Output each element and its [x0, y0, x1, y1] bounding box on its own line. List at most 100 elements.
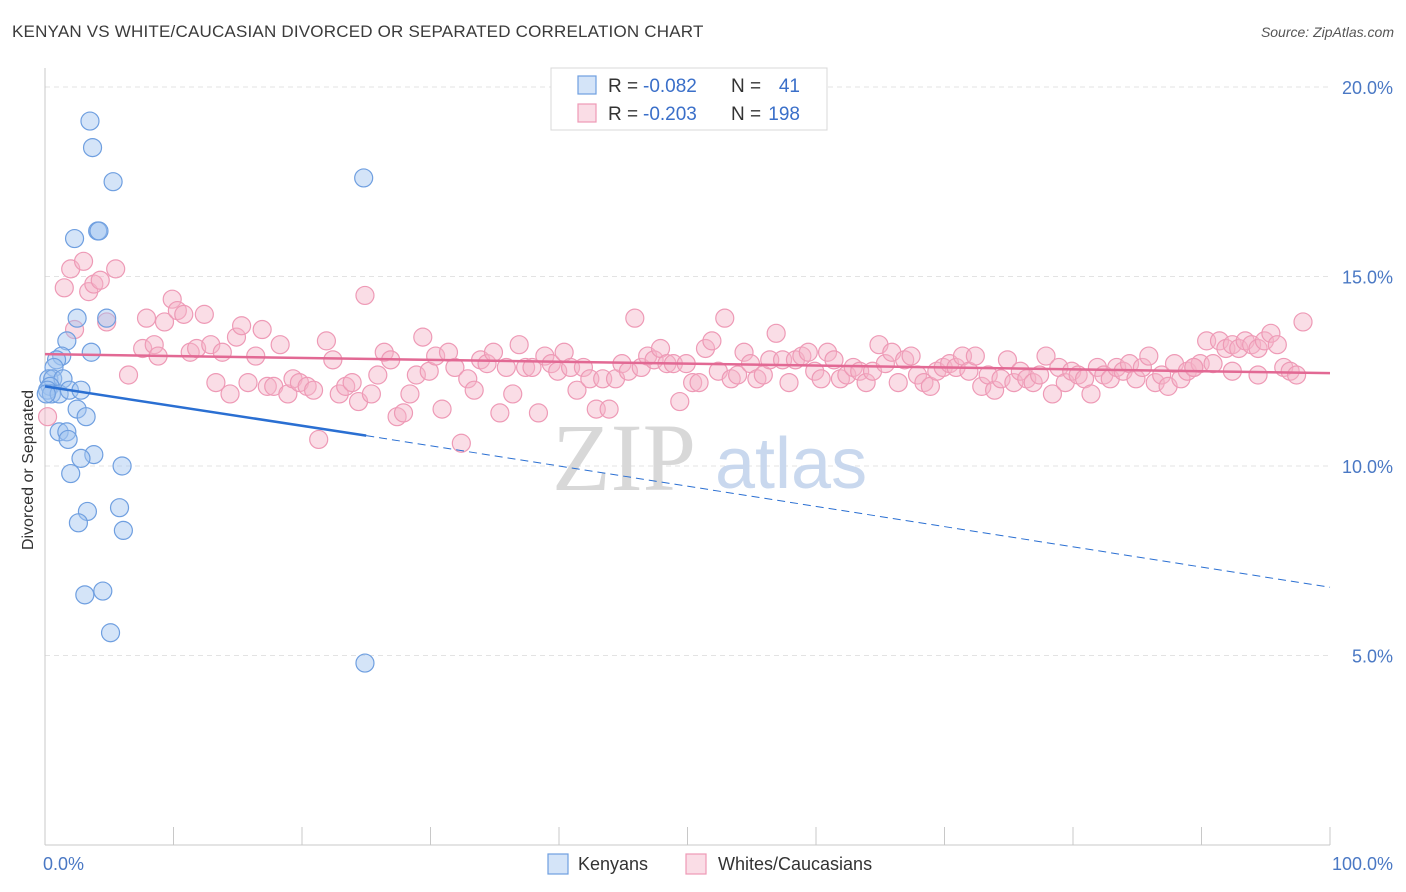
white-point [400, 384, 420, 404]
white-point [201, 335, 221, 355]
white-point [490, 403, 510, 423]
white-point [541, 354, 561, 374]
white-point [451, 433, 471, 453]
legend-top: R = -0.082 N = 41 R = -0.203 N = 198 [550, 67, 828, 131]
chart-title: KENYAN VS WHITE/CAUCASIAN DIVORCED OR SE… [12, 22, 704, 41]
kenyan-point [58, 429, 78, 450]
legend-bottom-swatch-whites [685, 853, 707, 875]
white-point [824, 350, 844, 370]
white-point [316, 331, 337, 351]
white-point [695, 338, 716, 359]
white-point [309, 429, 329, 450]
kenyan-point [97, 308, 117, 328]
legend-n-label-kenyans: N = [731, 76, 761, 97]
series-whites-caucasians [37, 251, 1313, 453]
white-point [220, 384, 240, 404]
white-point [766, 323, 786, 343]
y-tick-label-15: 15.0% [1342, 267, 1393, 287]
kenyan-point [355, 653, 375, 673]
kenyan-point [81, 342, 101, 362]
legend-n-label-whites: N = [731, 104, 761, 125]
white-point [329, 384, 349, 404]
white-point [278, 384, 298, 404]
white-point [174, 304, 194, 324]
legend-bottom: Kenyans Whites/Caucasians [547, 853, 872, 875]
legend-r-label-kenyans: R = [608, 76, 638, 97]
white-point [406, 365, 426, 385]
watermark-atlas: atlas [715, 424, 867, 504]
white-point [73, 251, 94, 271]
white-point [1023, 372, 1043, 393]
white-point [483, 342, 504, 362]
white-point [715, 308, 735, 328]
white-point [252, 319, 272, 340]
white-point [162, 289, 182, 309]
x-tick-label-100: 100.0% [1332, 854, 1393, 874]
white-point [1254, 331, 1275, 351]
white-point [1248, 365, 1268, 385]
kenyan-point [68, 513, 89, 533]
trend-line-whites [44, 352, 1331, 375]
white-point [361, 384, 381, 404]
white-point [90, 270, 110, 290]
white-point [1209, 331, 1230, 351]
white-point [1081, 384, 1101, 404]
white-point [393, 403, 414, 423]
axes [44, 68, 1331, 846]
kenyan-point [89, 221, 109, 241]
white-point [1229, 338, 1249, 359]
kenyan-point [354, 168, 374, 188]
white-point [144, 335, 164, 355]
y-tick-label-10: 10.0% [1342, 457, 1393, 477]
white-point [689, 372, 709, 393]
white-point [515, 357, 536, 378]
kenyan-point [93, 581, 113, 601]
white-point [270, 335, 290, 355]
white-point [670, 391, 690, 412]
legend-top-box [550, 67, 828, 131]
white-point [1004, 372, 1024, 393]
kenyan-point [76, 407, 96, 427]
white-point [875, 354, 895, 374]
kenyan-point [113, 520, 133, 541]
white-point [1248, 338, 1268, 359]
white-point [464, 380, 484, 400]
white-point [1184, 357, 1204, 378]
white-point [64, 319, 85, 340]
white-point [1203, 354, 1223, 374]
kenyan-point [82, 137, 103, 158]
white-point [133, 338, 153, 359]
white-point [1042, 384, 1063, 404]
trend-line-kenyans [44, 385, 367, 437]
white-point [528, 403, 549, 423]
kenyan-point [84, 445, 104, 465]
white-point [136, 308, 157, 328]
white-point [972, 376, 992, 396]
white-point [1132, 357, 1152, 378]
white-point [1029, 365, 1050, 385]
legend-bottom-swatch-kenyans [547, 853, 569, 875]
white-point [413, 327, 433, 347]
white-point [965, 346, 985, 366]
white-point [432, 399, 452, 419]
legend-r-value-kenyans: -0.082 [643, 76, 697, 97]
white-point [368, 365, 388, 385]
white-point [1267, 335, 1287, 355]
white-point [567, 380, 587, 400]
white-point [728, 365, 748, 385]
kenyan-point [52, 346, 72, 366]
white-point [599, 399, 619, 419]
white-point [232, 316, 252, 336]
white-point [1145, 372, 1165, 393]
kenyan-point [103, 172, 123, 192]
legend-bottom-label-kenyans: Kenyans [578, 854, 648, 874]
x-tick-labels: 0.0% 100.0% [43, 854, 1393, 874]
white-point [702, 331, 722, 351]
white-point [226, 327, 247, 347]
kenyan-point [36, 384, 56, 404]
legend-swatch-whites [577, 103, 597, 123]
white-point [1010, 361, 1030, 381]
white-point [779, 372, 799, 393]
white-point [37, 407, 58, 427]
white-point [888, 372, 908, 393]
